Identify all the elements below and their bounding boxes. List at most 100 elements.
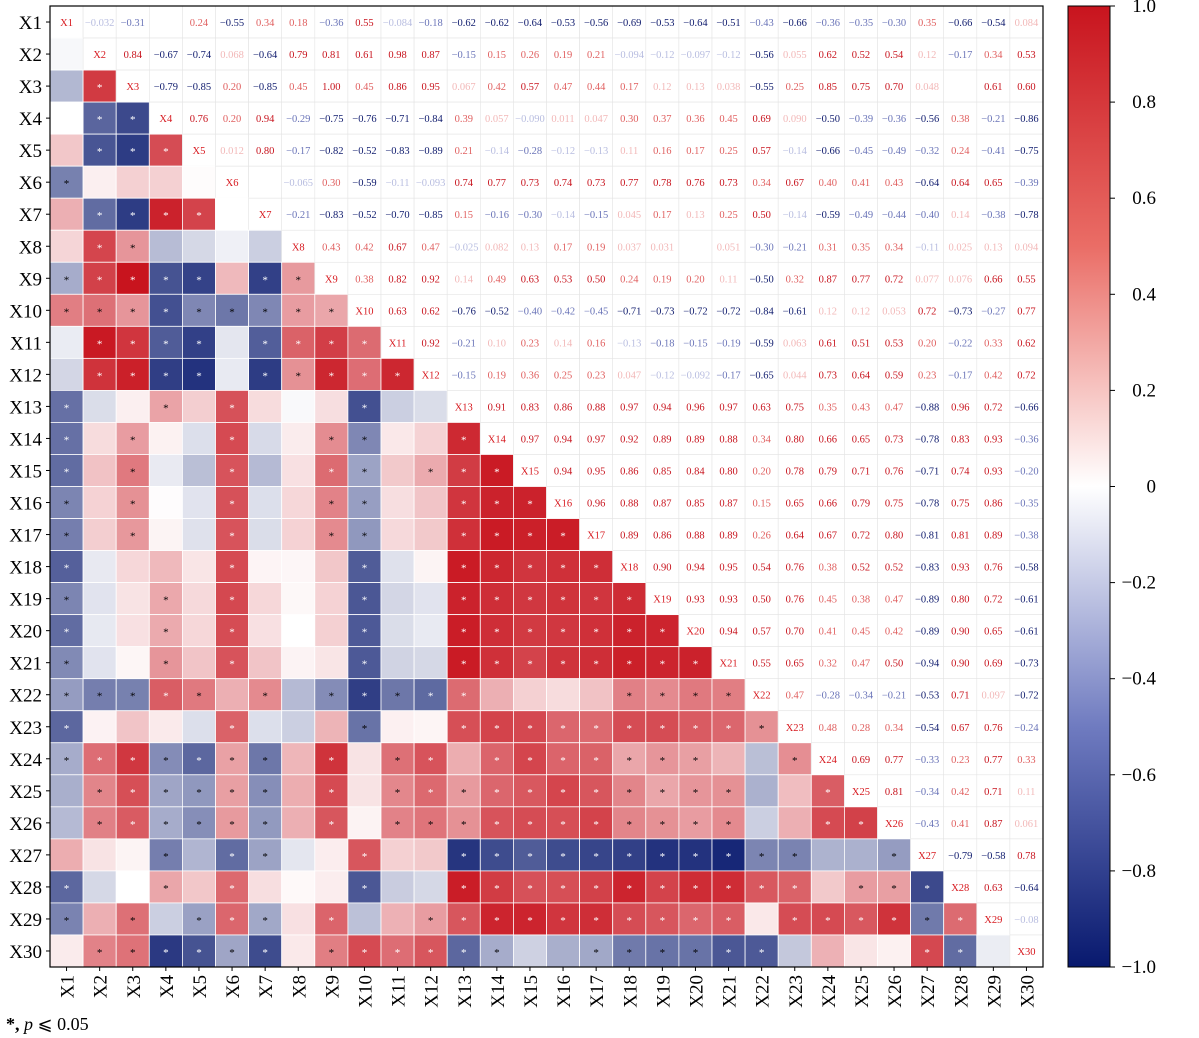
correlation-value: −0.75 xyxy=(319,114,343,125)
significance-star: * xyxy=(759,851,765,863)
significance-star: * xyxy=(329,531,335,543)
x-tick-label: X30 xyxy=(1017,975,1038,1008)
significance-star: * xyxy=(64,883,70,895)
correlation-value: 0.42 xyxy=(951,787,969,798)
correlation-value: −0.71 xyxy=(617,306,641,317)
lower-cell xyxy=(82,454,117,487)
lower-cell xyxy=(49,486,84,519)
significance-star: * xyxy=(229,627,235,639)
significance-star: * xyxy=(229,883,235,895)
significance-star: * xyxy=(97,210,103,222)
significance-star: * xyxy=(329,499,335,511)
lower-cell xyxy=(546,646,580,680)
lower-cell xyxy=(413,550,448,583)
upper-cell xyxy=(844,133,878,167)
upper-cell xyxy=(910,550,944,583)
y-tick-label: X11 xyxy=(10,333,42,354)
lower-cell xyxy=(181,357,216,391)
lower-cell xyxy=(479,646,514,680)
significance-star: * xyxy=(362,563,368,575)
lower-cell xyxy=(347,870,382,904)
upper-cell xyxy=(612,5,647,39)
significance-star: * xyxy=(296,274,302,286)
x-tick-label: X3 xyxy=(124,975,145,998)
correlation-value: 0.65 xyxy=(786,659,804,670)
upper-cell xyxy=(810,133,845,167)
lower-cell xyxy=(148,550,183,583)
correlation-value: 0.23 xyxy=(918,370,936,381)
upper-cell xyxy=(513,101,547,135)
lower-cell xyxy=(446,678,481,712)
correlation-value: −0.17 xyxy=(286,146,310,157)
correlation-value: 0.34 xyxy=(885,242,904,253)
x-tick-label: X12 xyxy=(422,975,443,1008)
upper-cell xyxy=(678,358,713,391)
correlation-value: 0.49 xyxy=(488,274,506,285)
upper-cell xyxy=(215,101,249,135)
lower-cell xyxy=(215,261,249,295)
correlation-value: 0.60 xyxy=(1017,82,1035,93)
upper-cell xyxy=(678,550,713,583)
lower-cell xyxy=(380,614,415,648)
lower-cell xyxy=(281,806,316,840)
significance-star: * xyxy=(163,274,169,286)
significance-star: * xyxy=(461,915,467,927)
upper-cell xyxy=(777,582,812,615)
correlation-value: 0.73 xyxy=(587,178,605,189)
correlation-value: 0.42 xyxy=(984,370,1002,381)
lower-cell xyxy=(347,934,382,968)
lower-cell xyxy=(645,710,680,744)
significance-star: * xyxy=(163,883,169,895)
correlation-value: 0.047 xyxy=(617,370,641,381)
upper-cell xyxy=(910,390,944,423)
correlation-value: 0.61 xyxy=(355,50,373,61)
significance-star: * xyxy=(64,274,70,286)
upper-cell xyxy=(479,133,514,167)
correlation-value: 0.053 xyxy=(882,306,906,317)
diagonal-label: X7 xyxy=(259,210,272,221)
lower-cell xyxy=(49,325,84,359)
upper-cell xyxy=(479,229,514,263)
correlation-value: −0.61 xyxy=(1014,595,1038,606)
correlation-value: −0.75 xyxy=(1014,146,1038,157)
correlation-value: 0.71 xyxy=(984,787,1002,798)
upper-cell xyxy=(347,229,382,263)
correlation-value: 0.88 xyxy=(620,499,638,510)
significance-star: * xyxy=(560,819,566,831)
upper-cell xyxy=(645,326,680,359)
significance-star: * xyxy=(362,691,368,703)
significance-star: * xyxy=(64,466,70,478)
correlation-value: 0.61 xyxy=(984,82,1002,93)
upper-cell xyxy=(844,261,878,295)
upper-cell xyxy=(579,69,613,103)
upper-cell xyxy=(976,870,1011,904)
upper-cell xyxy=(82,5,117,39)
lower-cell xyxy=(49,229,84,263)
diagonal-label: X17 xyxy=(587,531,605,542)
lower-cell xyxy=(347,357,382,391)
correlation-value: 0.97 xyxy=(521,434,539,445)
lower-cell xyxy=(546,934,580,968)
significance-star: * xyxy=(461,723,467,735)
significance-star: * xyxy=(64,595,70,607)
diagonal-cell xyxy=(149,101,183,135)
lower-cell xyxy=(215,902,249,936)
correlation-value: 0.62 xyxy=(1017,338,1035,349)
correlation-value: 0.16 xyxy=(653,146,671,157)
upper-cell xyxy=(711,326,746,359)
upper-cell xyxy=(877,37,911,71)
lower-cell xyxy=(248,389,283,423)
lower-cell xyxy=(479,550,514,583)
diagonal-cell xyxy=(579,518,613,551)
diagonal-label: X16 xyxy=(554,499,572,510)
lower-cell xyxy=(446,934,481,968)
significance-star: * xyxy=(64,434,70,446)
lower-cell xyxy=(446,582,481,616)
correlation-value: 0.72 xyxy=(984,595,1002,606)
significance-star: * xyxy=(891,883,897,895)
lower-cell xyxy=(115,582,150,616)
lower-cell xyxy=(148,646,183,680)
upper-cell xyxy=(513,69,547,103)
significance-star: * xyxy=(593,819,599,831)
correlation-value: −0.15 xyxy=(452,50,476,61)
